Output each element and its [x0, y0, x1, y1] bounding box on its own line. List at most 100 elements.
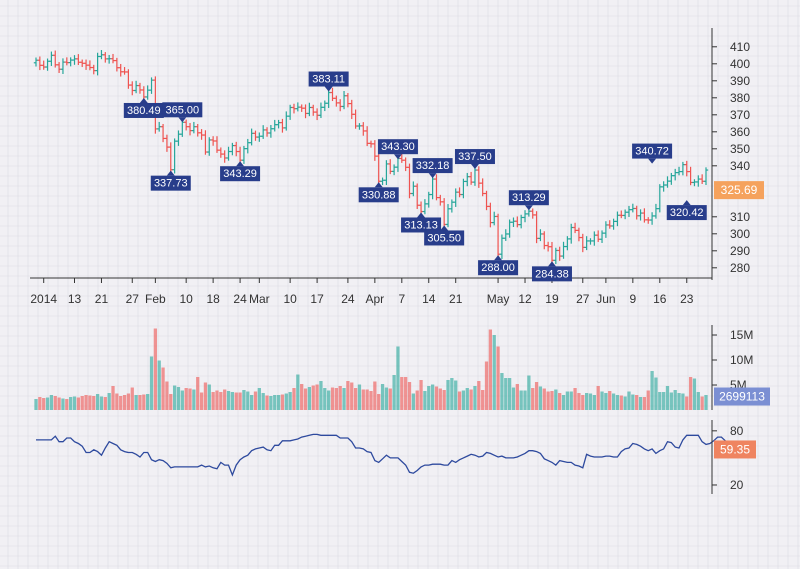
- volume-bar: [635, 395, 639, 410]
- volume-bar: [103, 397, 107, 410]
- volume-bar: [681, 393, 685, 410]
- volume-bar: [45, 397, 50, 410]
- volume-bar: [650, 371, 654, 410]
- annotation-pointer: [428, 173, 437, 179]
- volume-bar: [496, 346, 500, 410]
- volume-bar: [111, 386, 115, 410]
- annotation-box: [508, 190, 549, 206]
- volume-bar: [565, 391, 570, 410]
- volume-bar: [581, 395, 585, 410]
- volume-bar: [38, 397, 42, 410]
- annotation-pointer: [417, 212, 426, 218]
- volume-bar: [515, 384, 519, 410]
- volume-bar: [219, 392, 223, 410]
- x-tick-label: 12: [518, 292, 532, 306]
- volume-bar: [53, 396, 57, 410]
- annotation-box: [531, 266, 572, 282]
- volume-bar: [685, 396, 689, 410]
- volume-bar: [172, 385, 177, 410]
- volume-bar: [34, 399, 38, 410]
- volume-bar: [654, 377, 658, 410]
- volume-bar: [242, 390, 246, 410]
- x-tick-label: 23: [680, 292, 694, 306]
- volume-bar: [88, 395, 92, 410]
- volume-bar: [334, 388, 338, 410]
- volume-bar: [234, 392, 238, 410]
- annotation-label: 332.18: [416, 160, 450, 172]
- x-tick-label: 19: [545, 292, 559, 306]
- volume-bar: [307, 387, 312, 410]
- volume-bar: [226, 391, 231, 410]
- annotation-box: [401, 217, 442, 233]
- volume-bar: [230, 392, 235, 410]
- volume-bar: [446, 380, 450, 410]
- annotation-box: [150, 175, 191, 191]
- volume-bar: [261, 393, 265, 410]
- annotation-box: [162, 102, 203, 118]
- annotation-pointer: [494, 255, 503, 261]
- volume-bar: [350, 382, 354, 410]
- volume-bar: [273, 395, 277, 410]
- volume-bar: [550, 391, 554, 410]
- volume-bar: [688, 377, 693, 410]
- volume-bar: [384, 387, 389, 410]
- volume-bar: [80, 396, 84, 410]
- annotation-pointer: [393, 154, 402, 160]
- volume-bar: [300, 384, 304, 410]
- volume-bar: [215, 390, 219, 410]
- annotation-label: 337.50: [458, 151, 492, 163]
- x-tick-label: 9: [629, 292, 636, 306]
- volume-bar: [346, 381, 350, 410]
- annotation-label: 330.88: [362, 189, 396, 201]
- volume-bar: [99, 396, 104, 410]
- annotation-pointer: [139, 97, 148, 103]
- volume-bar: [577, 393, 581, 410]
- volume-panel: [34, 328, 708, 410]
- volume-bar: [280, 394, 285, 410]
- annotation-label: 305.50: [427, 232, 461, 244]
- volume-bar: [119, 396, 123, 410]
- volume-bar: [631, 394, 635, 410]
- annotation-box: [454, 149, 495, 165]
- volume-bar: [153, 328, 158, 410]
- x-tick-label: Jun: [596, 292, 615, 306]
- volume-y-tick-label: 10M: [730, 353, 753, 367]
- annotation-label: 288.00: [481, 262, 515, 274]
- volume-bar: [311, 385, 315, 410]
- x-tick-label: 2014: [30, 292, 57, 306]
- volume-y-tick-label: 15M: [730, 328, 753, 342]
- volume-bar: [327, 390, 331, 410]
- volume-bar: [292, 388, 296, 410]
- volume-bar: [596, 386, 600, 410]
- volume-bar: [361, 389, 365, 410]
- annotation-box: [123, 102, 164, 118]
- volume-bar: [95, 394, 100, 410]
- volume-bar: [246, 391, 250, 410]
- volume-bar: [542, 388, 546, 410]
- price-y-tick-label: 280: [730, 261, 750, 275]
- x-tick-label: May: [487, 292, 510, 306]
- rsi-line: [36, 433, 730, 477]
- price-y-tick-label: 300: [730, 227, 750, 241]
- volume-bar: [134, 395, 138, 410]
- volume-bar: [400, 377, 404, 410]
- annotation-box: [308, 71, 349, 87]
- rsi-y-tick-label: 80: [730, 424, 744, 438]
- volume-bar: [257, 388, 261, 410]
- volume-bar: [342, 388, 346, 410]
- volume-bar: [504, 378, 508, 410]
- volume-bar: [72, 396, 77, 410]
- volume-bar: [615, 395, 620, 410]
- volume-bar: [558, 393, 562, 410]
- volume-bar: [269, 396, 273, 410]
- price-y-tick-label: 340: [730, 159, 750, 173]
- x-tick-label: 27: [126, 292, 140, 306]
- volume-bar: [438, 388, 442, 410]
- volume-bar: [199, 392, 204, 410]
- annotation-pointer: [682, 200, 691, 206]
- volume-bar: [430, 384, 435, 410]
- volume-bar: [450, 378, 454, 410]
